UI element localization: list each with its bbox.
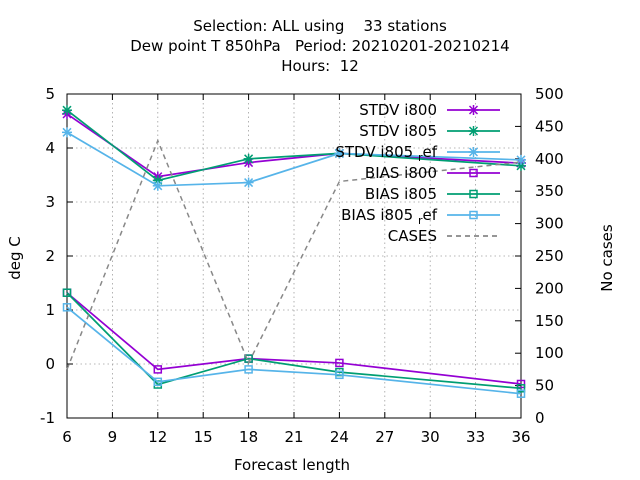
legend-label: STDV i805 xyxy=(359,122,437,140)
x-tick-label: 24 xyxy=(330,428,349,446)
series-layer xyxy=(62,105,526,398)
data-point-square-marker xyxy=(335,358,344,368)
data-point-square-marker xyxy=(469,189,478,199)
data-point-x-marker xyxy=(468,105,479,115)
data-point-x-marker xyxy=(468,147,479,157)
data-point-square-marker xyxy=(153,365,163,374)
data-point-x-marker xyxy=(152,180,163,191)
series-line xyxy=(66,138,522,370)
x-tick-label: 33 xyxy=(466,428,485,446)
y2-tick-label: 500 xyxy=(535,85,564,103)
legend-label: STDV i800 xyxy=(359,101,437,119)
x-tick-label: 30 xyxy=(421,428,440,446)
data-point-square-marker xyxy=(153,377,163,387)
x-tick-label: 12 xyxy=(148,428,167,446)
y2-tick-label: 300 xyxy=(535,215,564,233)
data-point-x-marker xyxy=(243,153,254,164)
data-point-square-marker xyxy=(516,384,526,393)
y2-tick-label: 100 xyxy=(535,344,564,362)
y-tick-label: 4 xyxy=(45,139,55,157)
data-point-x-marker xyxy=(62,105,72,116)
chart-title-line-1: Selection: ALL using 33 stations xyxy=(193,17,447,35)
x-tick-label: 21 xyxy=(284,428,303,446)
legend-label: BIAS i805 xyxy=(365,185,437,203)
y2-tick-label: 250 xyxy=(535,247,564,265)
data-point-square-marker xyxy=(62,288,72,297)
data-point-x-marker xyxy=(243,177,254,188)
data-point-x-marker xyxy=(468,126,479,136)
series-line xyxy=(66,292,522,390)
x-tick-label: 27 xyxy=(375,428,394,446)
y2-tick-label: 150 xyxy=(535,312,564,330)
data-point-x-marker xyxy=(334,148,345,159)
series-line xyxy=(66,306,522,395)
y2-tick-label: 450 xyxy=(535,117,564,135)
y-tick-label: -1 xyxy=(40,409,55,427)
x-tick-label: 6 xyxy=(62,428,72,446)
chart-title-line-3: Hours: 12 xyxy=(281,57,359,75)
data-point-square-marker xyxy=(335,370,344,380)
x-tick-label: 15 xyxy=(194,428,213,446)
y2-tick-label: 200 xyxy=(535,279,564,297)
y2-axis-label: No cases xyxy=(598,224,616,292)
axes: 6 9 12 15 18 21 24 27 30 33 36-1012345050100150200… xyxy=(40,85,564,446)
data-point-square-marker xyxy=(62,303,72,312)
legend-label: BIAS i800 xyxy=(365,164,437,182)
chart-title-line-2: Dew point T 850hPa Period: 20210201-2021… xyxy=(130,37,510,55)
x-tick-label: 9 xyxy=(108,428,118,446)
y-tick-label: 5 xyxy=(45,85,55,103)
y-tick-label: 0 xyxy=(45,355,55,373)
data-point-x-marker xyxy=(516,154,526,165)
y-axis-label: deg C xyxy=(6,236,24,280)
data-point-square-marker xyxy=(516,389,526,398)
data-point-square-marker xyxy=(469,210,478,220)
y-tick-label: 3 xyxy=(45,193,55,211)
data-point-square-marker xyxy=(244,365,253,374)
x-axis-label: Forecast length xyxy=(234,456,350,474)
data-point-x-marker xyxy=(62,127,72,138)
data-point-square-marker xyxy=(469,168,478,178)
x-tick-label: 36 xyxy=(511,428,530,446)
y2-tick-label: 350 xyxy=(535,182,564,200)
x-tick-label: 18 xyxy=(239,428,258,446)
y-tick-label: 1 xyxy=(45,301,55,319)
legend-label: STDV i805 ref xyxy=(335,143,437,164)
y2-tick-label: 0 xyxy=(535,409,545,427)
legend-label: CASES xyxy=(388,227,437,245)
grid-lines xyxy=(67,94,521,418)
y2-tick-label: 50 xyxy=(535,377,554,395)
y-tick-label: 2 xyxy=(45,247,55,265)
legend-label: BIAS i805 ref xyxy=(341,206,438,227)
y2-tick-label: 400 xyxy=(535,150,564,168)
